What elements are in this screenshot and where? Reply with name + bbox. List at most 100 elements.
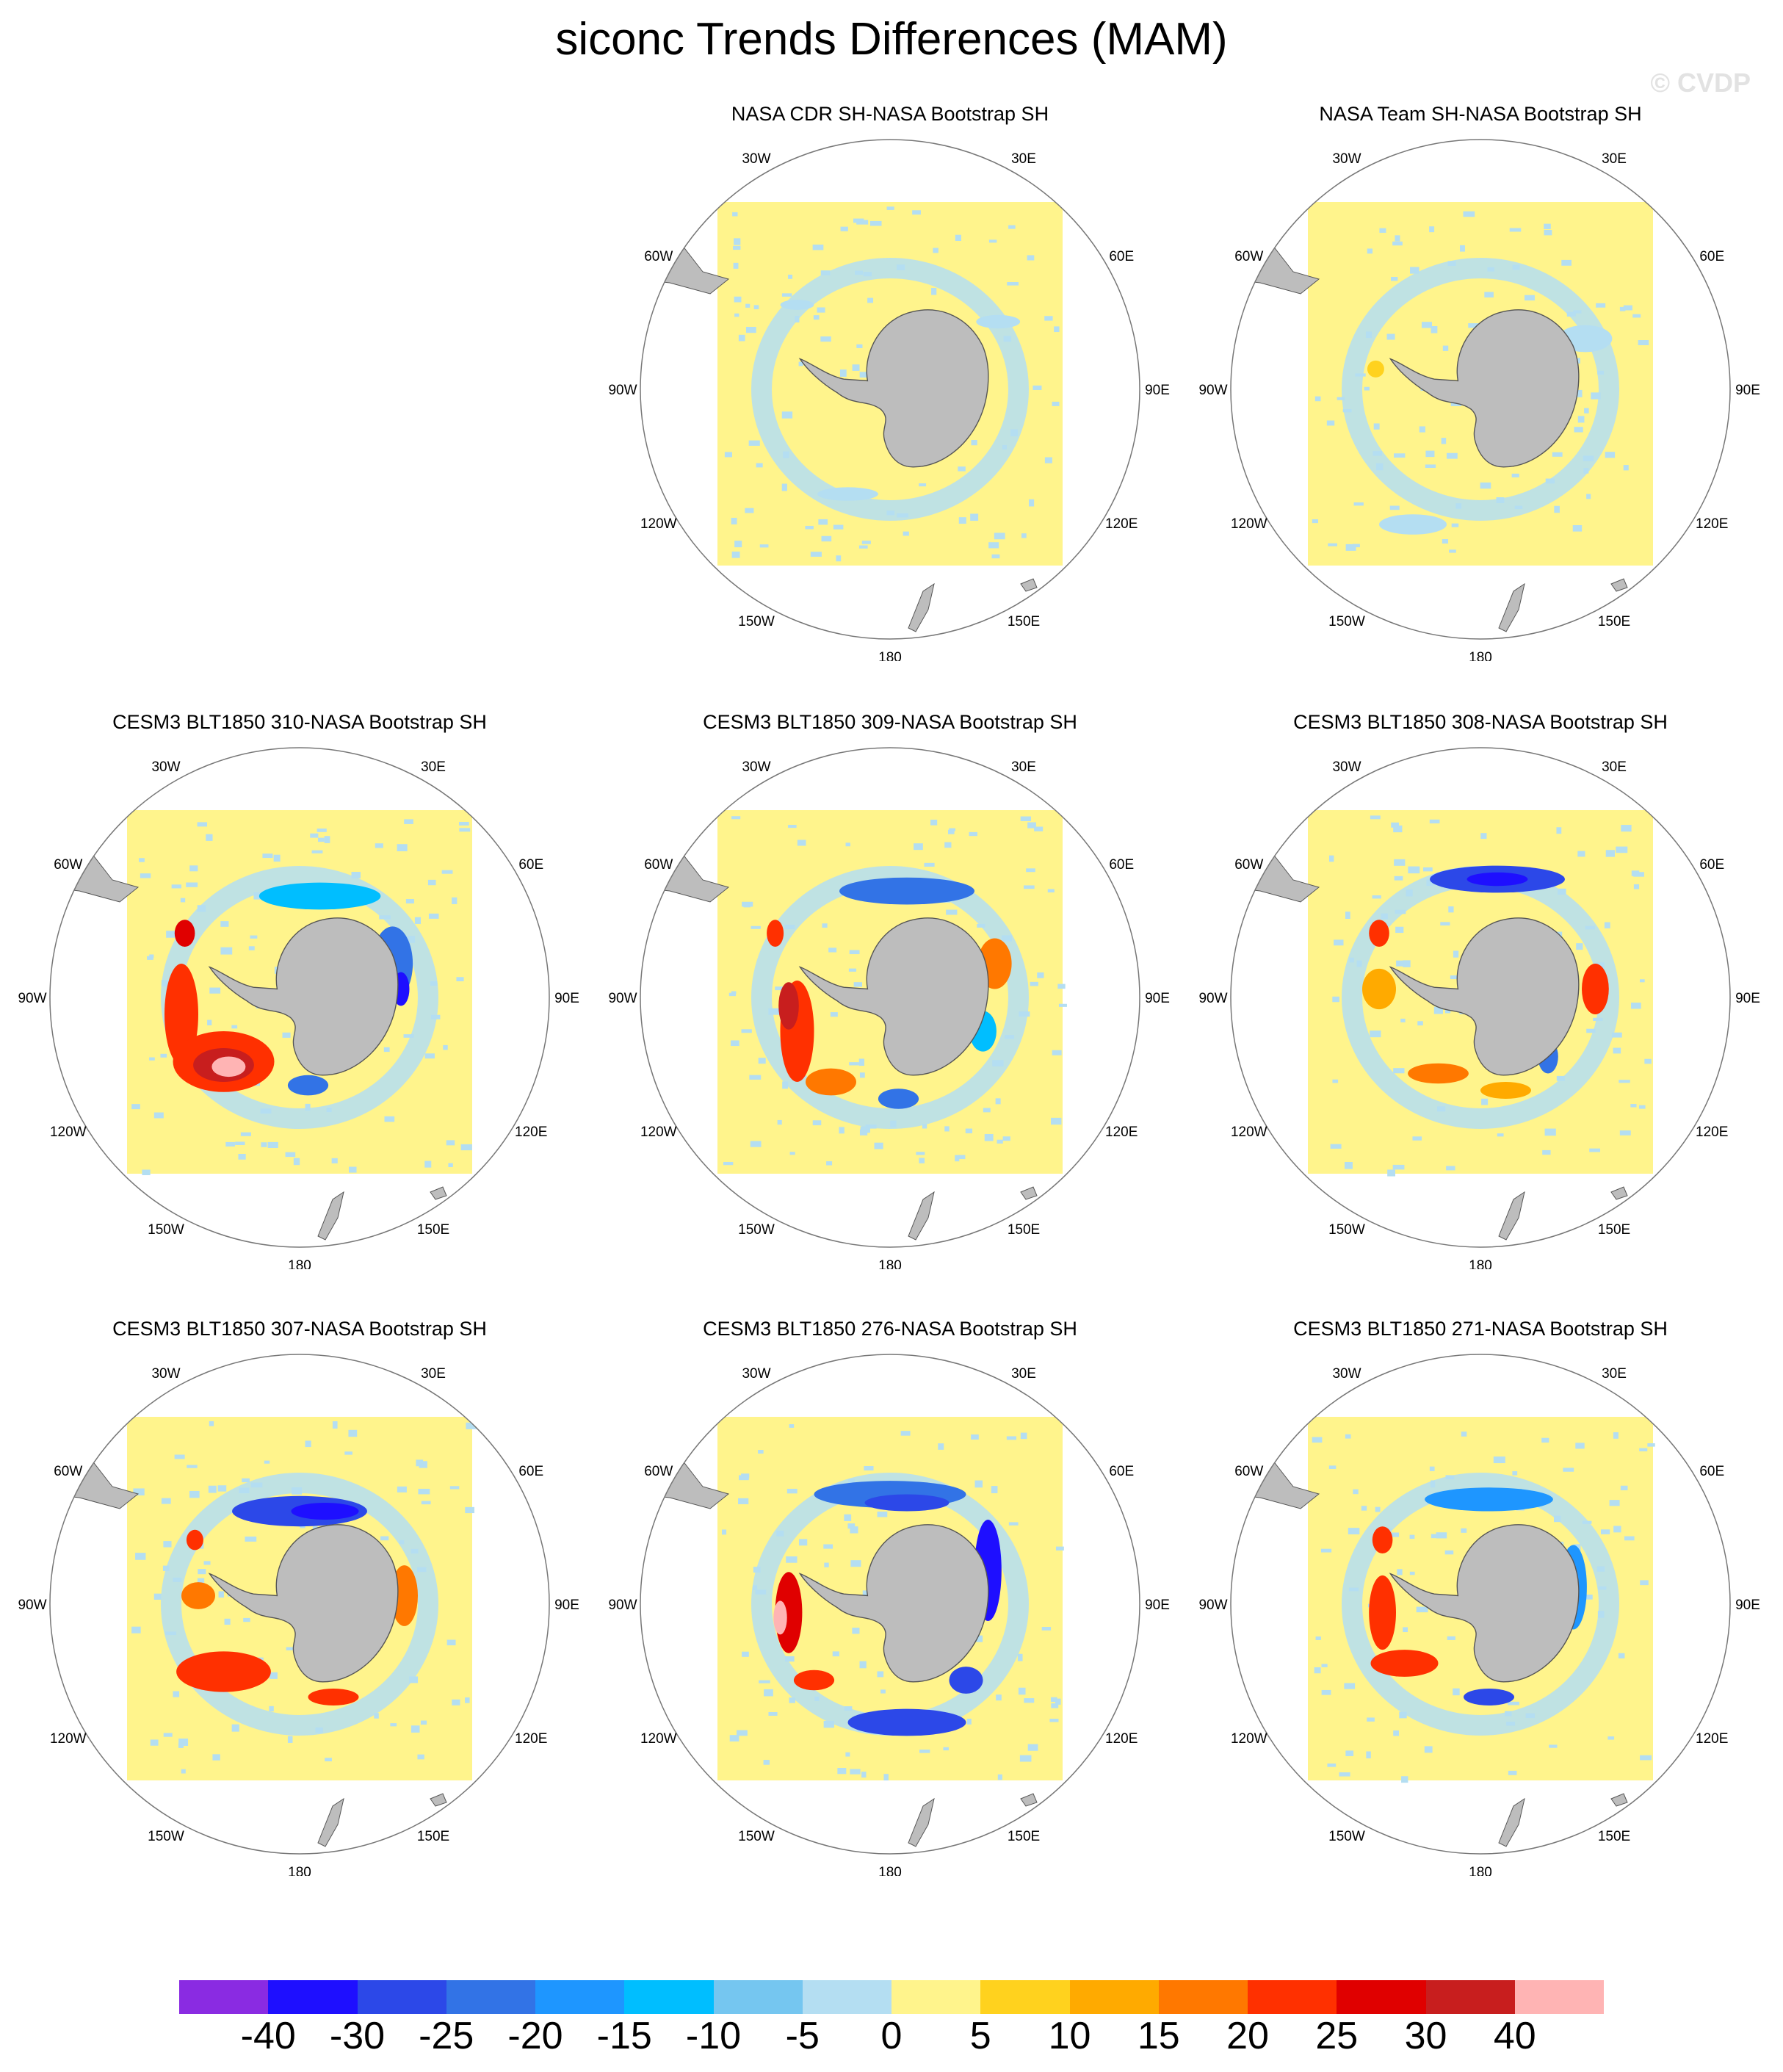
speckle: [877, 1512, 888, 1517]
longitude-label: 150E: [1008, 1222, 1040, 1238]
anomaly-blob: [174, 920, 195, 947]
antarctica-landmass: [1389, 309, 1580, 468]
speckle: [822, 923, 828, 928]
speckle: [732, 212, 738, 217]
longitude-label: 60W: [54, 857, 82, 873]
speckle: [1638, 1105, 1646, 1109]
colorbar: [179, 1980, 1604, 2014]
new-zealand-landmass: [317, 1797, 344, 1847]
speckle: [1379, 228, 1386, 233]
anomaly-blob: [211, 1056, 246, 1077]
speckle: [1393, 1068, 1405, 1074]
anomaly-blob: [949, 1667, 983, 1694]
speckle: [988, 239, 997, 243]
speckle: [1027, 255, 1035, 261]
longitude-label: 150W: [1328, 1222, 1365, 1238]
south-america-landmass: [1231, 846, 1320, 903]
speckle: [768, 1712, 778, 1716]
speckle: [245, 1536, 257, 1542]
longitude-label: 180: [1469, 1258, 1492, 1269]
speckle: [742, 1651, 749, 1657]
map-panel: CESM3 BLT1850 276-NASA Bootstrap SH030E6…: [593, 1318, 1187, 1876]
speckle: [847, 1523, 856, 1529]
speckle: [922, 1124, 927, 1129]
speckle: [1575, 389, 1583, 397]
speckle: [1573, 310, 1582, 314]
speckle: [1450, 402, 1462, 406]
anomaly-blob: [773, 1600, 787, 1635]
speckle: [966, 1718, 972, 1725]
speckle: [380, 1536, 389, 1541]
speckle: [1447, 1636, 1455, 1640]
speckle: [839, 1127, 845, 1134]
speckle: [1589, 1148, 1601, 1152]
speckle: [870, 220, 882, 226]
anomaly-blob: [1480, 1082, 1531, 1099]
speckle: [1508, 1701, 1519, 1705]
panel-title: NASA CDR SH-NASA Bootstrap SH: [731, 103, 1049, 125]
speckle: [1633, 872, 1644, 877]
speckle: [728, 992, 736, 997]
speckle: [1356, 960, 1362, 967]
longitude-label: 30W: [742, 1366, 770, 1382]
speckle: [1395, 926, 1404, 934]
speckle: [798, 361, 803, 367]
longitude-label: 150W: [738, 1222, 775, 1238]
speckle: [916, 1152, 925, 1155]
longitude-label: 150E: [417, 1829, 449, 1844]
speckle: [250, 1482, 263, 1488]
speckle: [270, 1672, 278, 1679]
speckle: [390, 1723, 397, 1727]
speckle: [456, 977, 464, 981]
speckle: [756, 463, 763, 468]
speckle: [1399, 1711, 1407, 1719]
speckle: [1468, 323, 1479, 328]
speckle: [1394, 453, 1406, 458]
speckle: [1312, 519, 1318, 524]
anomaly-blob: [806, 1068, 856, 1096]
speckle: [1312, 1437, 1323, 1443]
speckle: [1005, 1035, 1015, 1039]
speckle: [784, 925, 795, 929]
speckle: [745, 303, 751, 308]
speckle: [1345, 1434, 1351, 1439]
speckle: [424, 1053, 435, 1059]
speckle: [1583, 455, 1594, 461]
speckle: [404, 819, 413, 824]
speckle: [1020, 1432, 1027, 1440]
longitude-label: 60W: [1234, 857, 1263, 873]
longitude-label: 60W: [1234, 1464, 1263, 1479]
longitude-label: 60W: [644, 1464, 673, 1479]
speckle: [1463, 211, 1475, 217]
speckle: [427, 879, 436, 886]
speckle: [1372, 451, 1382, 456]
speckle: [1393, 825, 1403, 833]
colorbar-swatch: [1158, 1980, 1248, 2014]
colorbar-swatch: [802, 1980, 892, 2014]
speckle: [242, 1478, 250, 1483]
speckle: [1512, 1471, 1518, 1476]
speckle: [1389, 1532, 1400, 1537]
speckle: [1345, 1750, 1354, 1756]
speckle: [896, 264, 905, 270]
speckle: [1401, 1776, 1408, 1783]
speckle: [325, 1758, 332, 1762]
longitude-label: 30E: [421, 1366, 446, 1382]
speckle: [1506, 1722, 1516, 1726]
speckle: [1044, 457, 1052, 463]
longitude-label: 90E: [554, 1598, 579, 1613]
speckle: [293, 1158, 300, 1166]
longitude-label: 90E: [1145, 383, 1170, 398]
speckle: [248, 946, 255, 950]
speckle: [1623, 305, 1632, 311]
speckle: [817, 307, 825, 313]
speckle: [1487, 267, 1494, 272]
speckle: [1367, 1717, 1375, 1722]
speckle: [1017, 1653, 1023, 1661]
speckle: [163, 1733, 173, 1737]
speckle: [1352, 544, 1360, 548]
speckle: [318, 837, 325, 842]
speckle: [848, 1479, 855, 1484]
speckle: [1639, 1448, 1648, 1451]
speckle: [1623, 465, 1629, 471]
